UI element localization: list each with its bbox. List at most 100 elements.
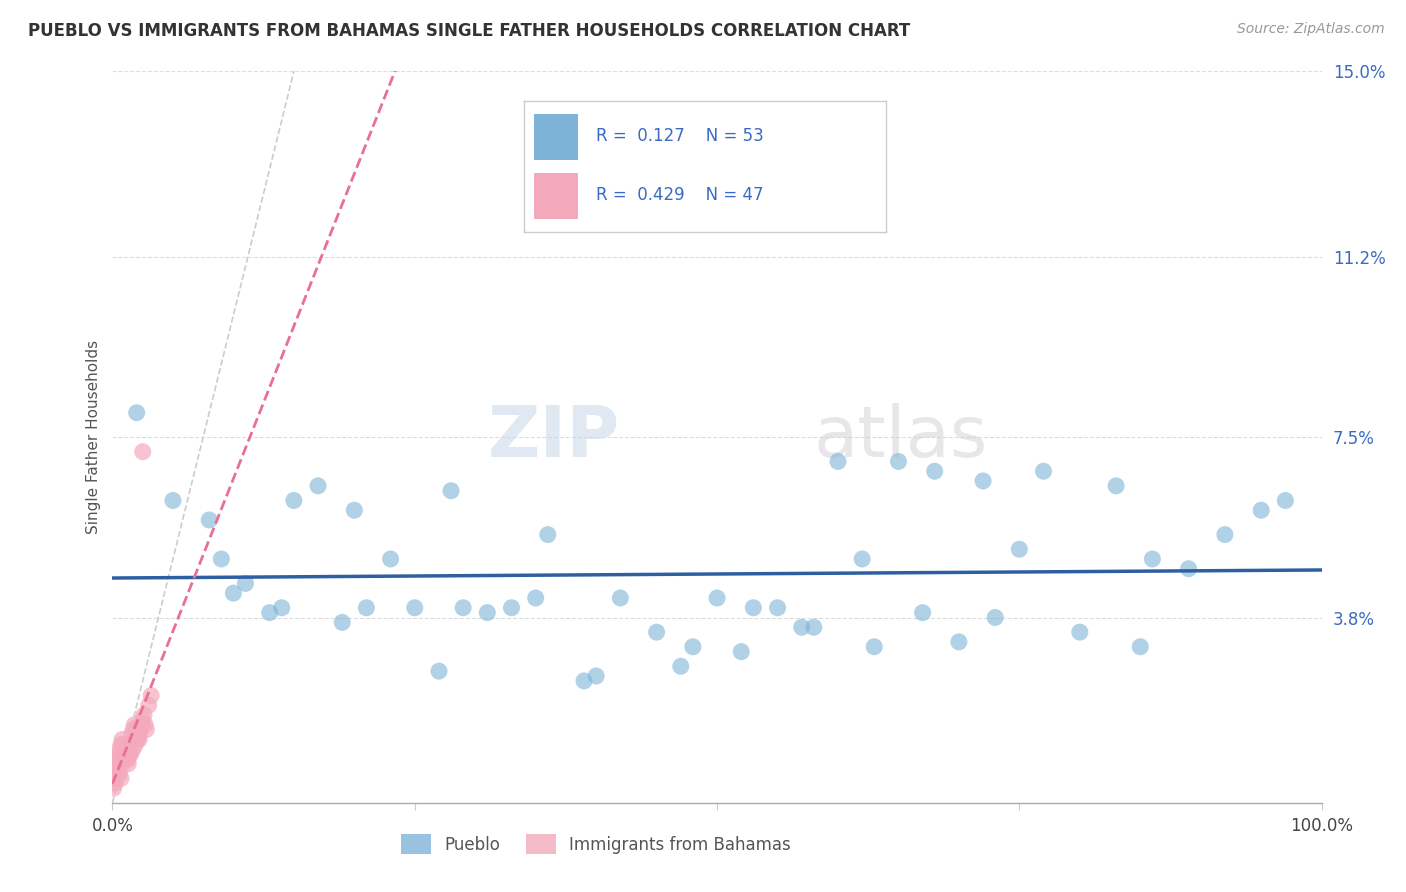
- Point: [887, 454, 910, 468]
- Point: [132, 713, 155, 727]
- Point: [911, 606, 934, 620]
- Point: [114, 742, 136, 756]
- Point: [112, 752, 135, 766]
- Point: [108, 766, 131, 780]
- Point: [132, 708, 155, 723]
- Point: [105, 756, 128, 771]
- Point: [1142, 552, 1164, 566]
- Point: [124, 737, 146, 751]
- Point: [524, 591, 547, 605]
- Point: [120, 747, 142, 761]
- Point: [972, 474, 994, 488]
- Point: [121, 727, 143, 741]
- Point: [107, 747, 129, 761]
- Point: [924, 464, 946, 478]
- Point: [104, 776, 127, 790]
- Point: [105, 752, 128, 766]
- Point: [330, 615, 353, 630]
- Point: [135, 723, 157, 737]
- Point: [122, 718, 145, 732]
- Point: [343, 503, 366, 517]
- Point: [122, 742, 145, 756]
- Point: [117, 756, 139, 771]
- Point: [112, 737, 135, 751]
- Text: ZIP: ZIP: [488, 402, 620, 472]
- Point: [117, 752, 139, 766]
- Point: [766, 600, 789, 615]
- Point: [380, 552, 402, 566]
- Point: [104, 762, 127, 776]
- Point: [141, 689, 163, 703]
- Point: [132, 444, 155, 458]
- Text: PUEBLO VS IMMIGRANTS FROM BAHAMAS SINGLE FATHER HOUSEHOLDS CORRELATION CHART: PUEBLO VS IMMIGRANTS FROM BAHAMAS SINGLE…: [28, 22, 910, 40]
- Point: [827, 454, 849, 468]
- Point: [863, 640, 886, 654]
- Point: [1032, 464, 1054, 478]
- Point: [283, 493, 305, 508]
- Point: [108, 742, 131, 756]
- Point: [356, 600, 378, 615]
- Point: [440, 483, 463, 498]
- Point: [451, 600, 474, 615]
- Point: [537, 527, 560, 541]
- Point: [609, 591, 631, 605]
- Point: [138, 698, 160, 713]
- Point: [118, 747, 141, 761]
- Point: [103, 772, 125, 786]
- Point: [198, 513, 221, 527]
- Point: [122, 723, 145, 737]
- Point: [110, 737, 132, 751]
- Point: [427, 664, 450, 678]
- Point: [730, 645, 752, 659]
- Point: [572, 673, 595, 688]
- Point: [1069, 625, 1091, 640]
- Point: [115, 752, 138, 766]
- Point: [105, 766, 128, 780]
- Point: [103, 781, 125, 796]
- Point: [125, 406, 148, 420]
- Point: [1105, 479, 1128, 493]
- Point: [107, 762, 129, 776]
- Point: [585, 669, 607, 683]
- Point: [270, 600, 292, 615]
- Point: [114, 747, 136, 761]
- Text: Source: ZipAtlas.com: Source: ZipAtlas.com: [1237, 22, 1385, 37]
- Point: [128, 727, 150, 741]
- Point: [742, 600, 765, 615]
- Point: [669, 659, 692, 673]
- Point: [114, 742, 136, 756]
- Point: [125, 727, 148, 741]
- Point: [803, 620, 825, 634]
- Y-axis label: Single Father Households: Single Father Households: [86, 340, 101, 534]
- Point: [111, 732, 134, 747]
- Point: [128, 732, 150, 747]
- Point: [124, 723, 146, 737]
- Point: [209, 552, 232, 566]
- Point: [105, 772, 128, 786]
- Point: [162, 493, 184, 508]
- Point: [1129, 640, 1152, 654]
- Point: [131, 718, 153, 732]
- Point: [948, 635, 970, 649]
- Point: [706, 591, 728, 605]
- Legend: Pueblo, Immigrants from Bahamas: Pueblo, Immigrants from Bahamas: [395, 828, 797, 860]
- Point: [1274, 493, 1296, 508]
- Point: [110, 772, 132, 786]
- Point: [134, 718, 156, 732]
- Point: [851, 552, 873, 566]
- Point: [477, 606, 499, 620]
- Point: [1213, 527, 1236, 541]
- Point: [682, 640, 704, 654]
- Point: [129, 723, 152, 737]
- Point: [1250, 503, 1272, 517]
- Point: [307, 479, 329, 493]
- Point: [111, 756, 134, 771]
- Point: [127, 732, 149, 747]
- Point: [1008, 542, 1031, 557]
- Point: [790, 620, 813, 634]
- Text: atlas: atlas: [814, 402, 988, 472]
- Point: [235, 576, 257, 591]
- Point: [645, 625, 668, 640]
- Point: [120, 737, 142, 751]
- Point: [404, 600, 426, 615]
